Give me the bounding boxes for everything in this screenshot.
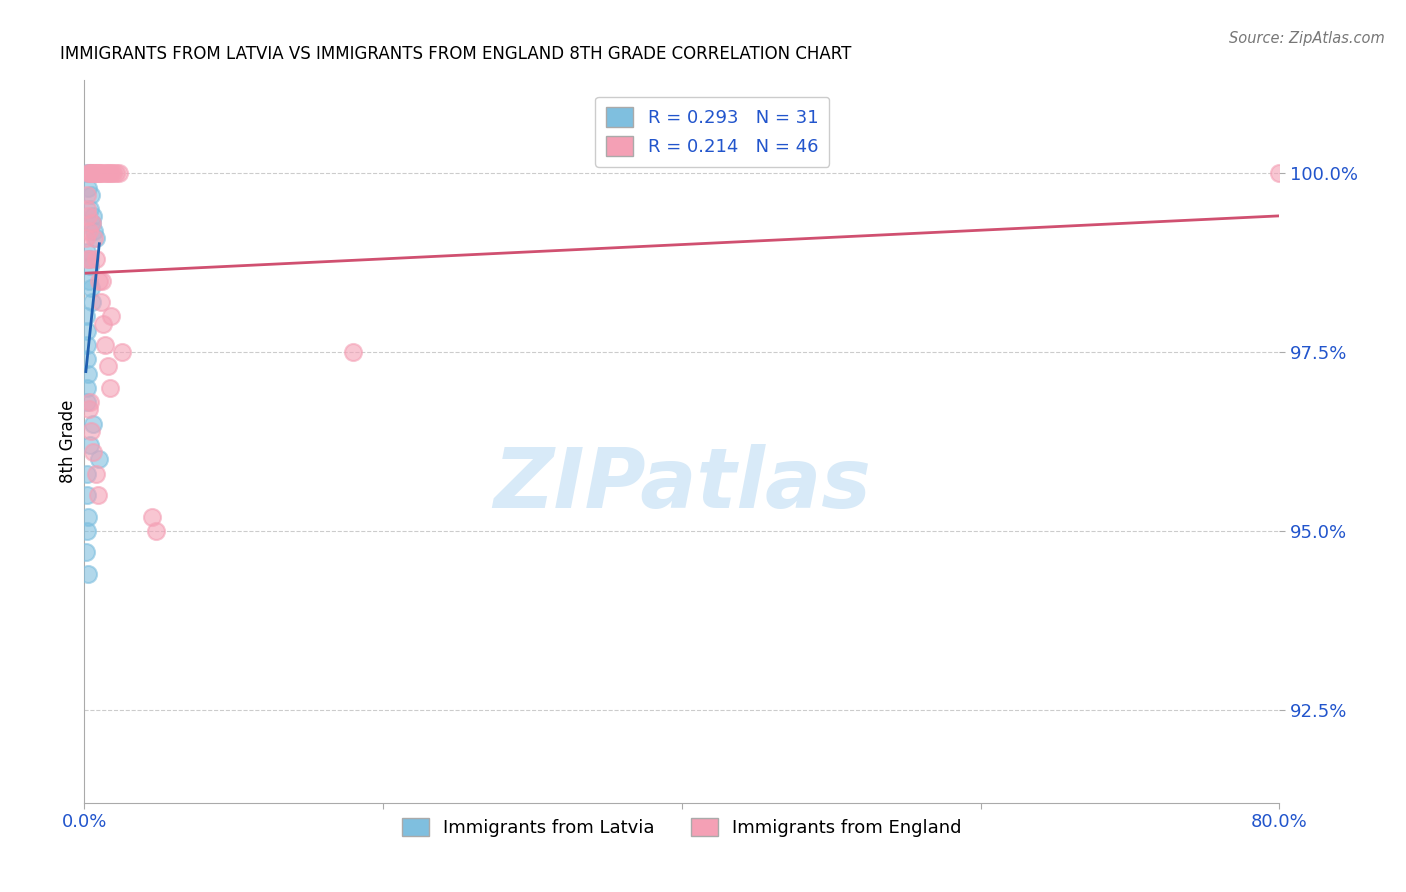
Point — [77, 252, 100, 266]
Point — [83, 230, 105, 244]
Point — [75, 230, 97, 244]
Point — [89, 166, 111, 180]
Point — [1268, 166, 1291, 180]
Point — [87, 488, 110, 502]
Point — [79, 260, 101, 274]
Point — [76, 352, 98, 367]
Point — [75, 545, 97, 559]
Point — [80, 187, 103, 202]
Point — [77, 402, 100, 417]
Point — [80, 216, 103, 230]
Point — [75, 310, 97, 324]
Point — [79, 166, 101, 180]
Point — [80, 166, 103, 180]
Point — [87, 166, 110, 180]
Point — [342, 345, 364, 359]
Point — [80, 295, 103, 310]
Point — [76, 252, 98, 266]
Point — [91, 166, 114, 180]
Y-axis label: 8th Grade: 8th Grade — [59, 400, 77, 483]
Point — [98, 381, 121, 395]
Text: Source: ZipAtlas.com: Source: ZipAtlas.com — [1229, 31, 1385, 46]
Point — [104, 166, 127, 180]
Point — [87, 274, 110, 288]
Point — [80, 281, 103, 295]
Point — [91, 317, 114, 331]
Text: ZIPatlas: ZIPatlas — [494, 444, 870, 525]
Point — [84, 467, 107, 481]
Point — [79, 395, 101, 409]
Point — [79, 438, 101, 452]
Point — [86, 166, 108, 180]
Point — [77, 209, 100, 223]
Point — [84, 166, 107, 180]
Point — [77, 367, 100, 381]
Point — [111, 345, 134, 359]
Point — [76, 244, 98, 259]
Point — [77, 509, 100, 524]
Legend: Immigrants from Latvia, Immigrants from England: Immigrants from Latvia, Immigrants from … — [395, 811, 969, 845]
Point — [141, 509, 163, 524]
Point — [86, 252, 108, 266]
Point — [98, 166, 121, 180]
Text: IMMIGRANTS FROM LATVIA VS IMMIGRANTS FROM ENGLAND 8TH GRADE CORRELATION CHART: IMMIGRANTS FROM LATVIA VS IMMIGRANTS FRO… — [60, 45, 852, 63]
Point — [100, 310, 122, 324]
Point — [145, 524, 167, 538]
Point — [80, 216, 103, 230]
Point — [107, 166, 129, 180]
Point — [77, 223, 100, 237]
Point — [76, 488, 98, 502]
Point — [93, 166, 115, 180]
Point — [76, 187, 98, 202]
Point — [79, 252, 101, 266]
Point — [91, 274, 114, 288]
Point — [89, 452, 111, 467]
Point — [100, 166, 122, 180]
Point — [76, 381, 98, 395]
Point — [76, 566, 98, 581]
Point — [76, 324, 98, 338]
Point — [77, 180, 100, 194]
Point — [82, 209, 104, 223]
Point — [84, 230, 107, 244]
Point — [82, 445, 104, 459]
Point — [101, 166, 124, 180]
Point — [82, 417, 104, 431]
Point — [94, 338, 117, 352]
Point — [96, 359, 118, 374]
Point — [80, 424, 103, 438]
Point — [76, 467, 98, 481]
Point — [76, 524, 98, 538]
Point — [76, 395, 98, 409]
Point — [96, 166, 118, 180]
Point — [77, 166, 100, 180]
Point — [82, 166, 104, 180]
Point — [76, 202, 98, 216]
Point — [90, 295, 112, 310]
Point — [76, 166, 98, 180]
Point — [76, 338, 98, 352]
Point — [83, 223, 105, 237]
Point — [79, 166, 101, 180]
Point — [77, 274, 100, 288]
Point — [79, 202, 101, 216]
Point — [83, 166, 105, 180]
